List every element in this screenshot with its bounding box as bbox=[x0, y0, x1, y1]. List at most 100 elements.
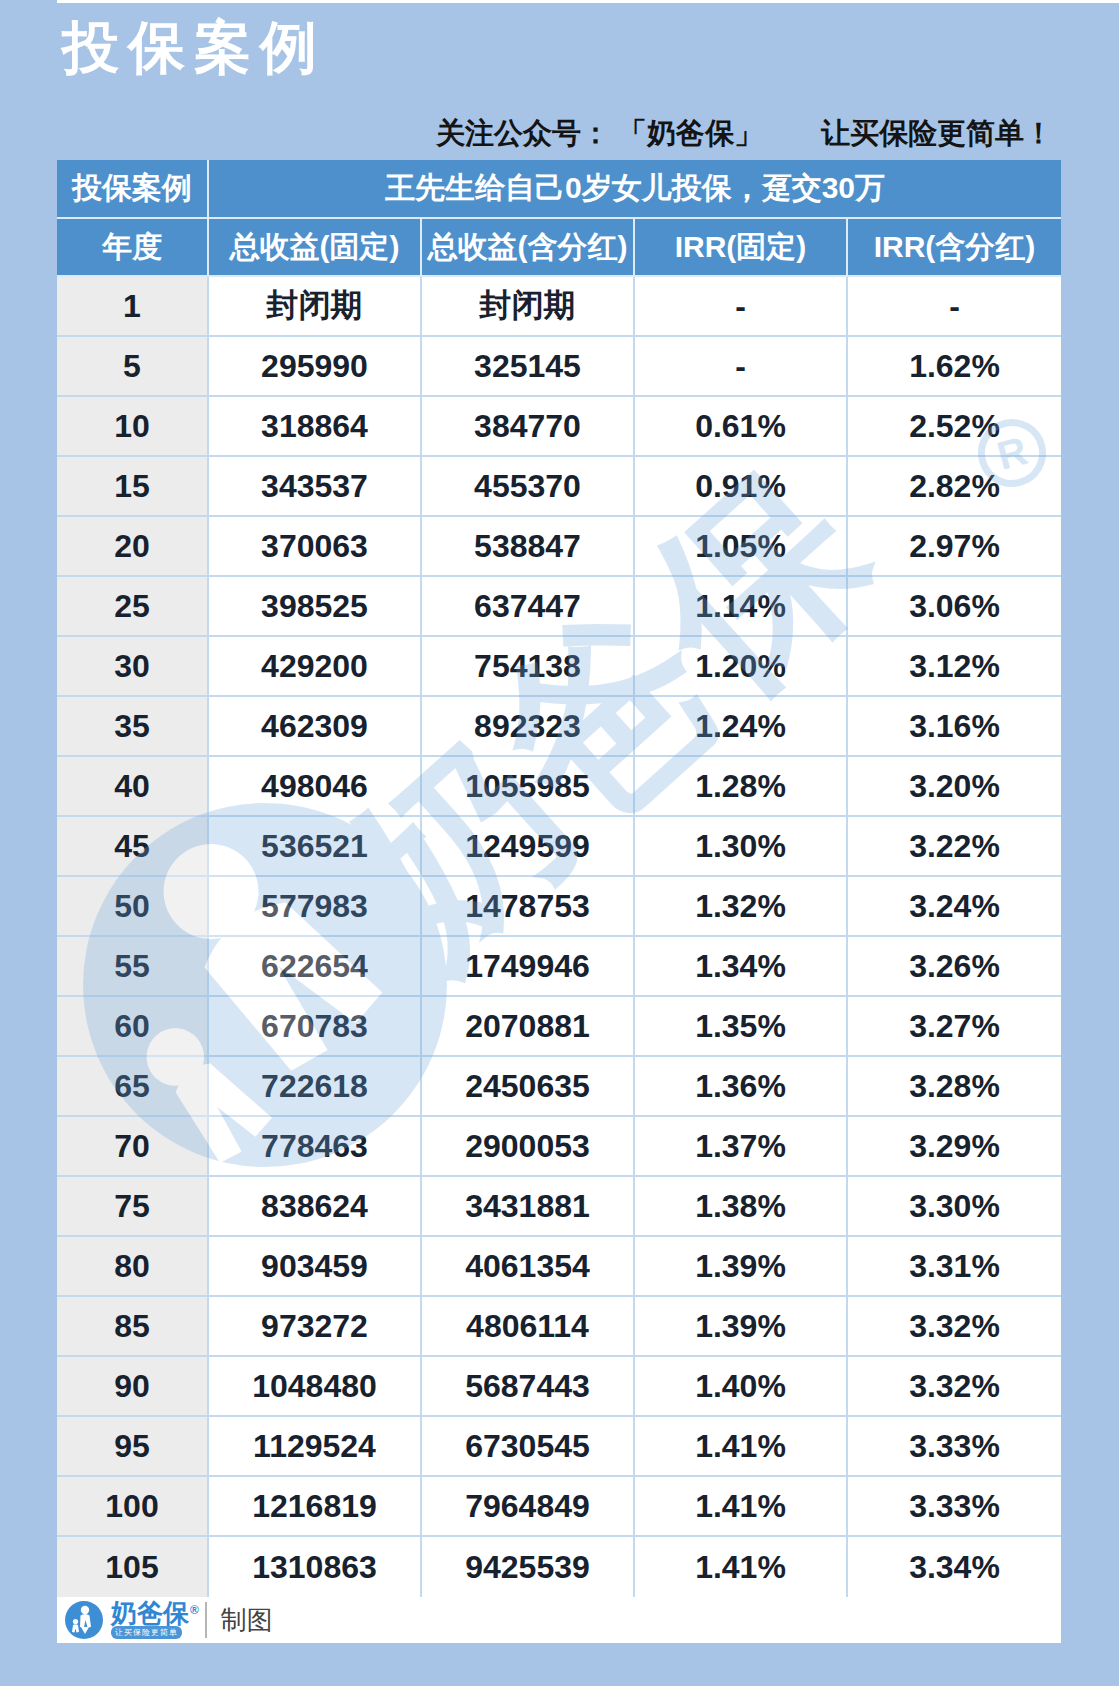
table-row: 103188643847700.61%2.52% bbox=[57, 397, 1061, 457]
value-cell: 3431881 bbox=[422, 1177, 635, 1237]
value-cell: 1.24% bbox=[635, 697, 848, 757]
value-cell: 3.33% bbox=[848, 1477, 1061, 1537]
column-header: IRR(含分红) bbox=[848, 219, 1061, 277]
value-cell: 1310863 bbox=[209, 1537, 422, 1597]
year-cell: 85 bbox=[57, 1297, 209, 1357]
value-cell: 455370 bbox=[422, 457, 635, 517]
year-cell: 65 bbox=[57, 1057, 209, 1117]
value-cell: 754138 bbox=[422, 637, 635, 697]
value-cell: 318864 bbox=[209, 397, 422, 457]
value-cell: 370063 bbox=[209, 517, 422, 577]
value-cell: 3.30% bbox=[848, 1177, 1061, 1237]
year-cell: 30 bbox=[57, 637, 209, 697]
year-cell: 25 bbox=[57, 577, 209, 637]
table-row: 8597327248061141.39%3.32% bbox=[57, 1297, 1061, 1357]
value-cell: 778463 bbox=[209, 1117, 422, 1177]
value-cell: 838624 bbox=[209, 1177, 422, 1237]
value-cell: 1.14% bbox=[635, 577, 848, 637]
value-cell: 0.91% bbox=[635, 457, 848, 517]
table-row: 7583862434318811.38%3.30% bbox=[57, 1177, 1061, 1237]
table-row: 4049804610559851.28%3.20% bbox=[57, 757, 1061, 817]
value-cell: 3.28% bbox=[848, 1057, 1061, 1117]
value-cell: 1.41% bbox=[635, 1537, 848, 1597]
top-strip bbox=[57, 0, 1119, 3]
value-cell: 3.24% bbox=[848, 877, 1061, 937]
table-corner-label: 投保案例 bbox=[57, 160, 209, 219]
table-row: 5562265417499461.34%3.26% bbox=[57, 937, 1061, 997]
table-row: 354623098923231.24%3.16% bbox=[57, 697, 1061, 757]
value-cell: 0.61% bbox=[635, 397, 848, 457]
subtitle: 关注公众号： 「奶爸保」 让买保险更简单！ bbox=[436, 117, 1053, 150]
year-cell: 70 bbox=[57, 1117, 209, 1177]
year-cell: 40 bbox=[57, 757, 209, 817]
year-cell: 100 bbox=[57, 1477, 209, 1537]
year-cell: 5 bbox=[57, 337, 209, 397]
table-row: 105131086394255391.41%3.34% bbox=[57, 1537, 1061, 1597]
value-cell: 9425539 bbox=[422, 1537, 635, 1597]
value-cell: 1.39% bbox=[635, 1237, 848, 1297]
value-cell: 1749946 bbox=[422, 937, 635, 997]
table-body: 1封闭期封闭期--5295990325145-1.62%103188643847… bbox=[57, 277, 1061, 1597]
brand-block: 奶爸保 ® 让买保险更简单 bbox=[111, 1601, 199, 1639]
value-cell: 343537 bbox=[209, 457, 422, 517]
table-case-description: 王先生给自己0岁女儿投保，趸交30万 bbox=[209, 160, 1061, 219]
value-cell: 1.32% bbox=[635, 877, 848, 937]
value-cell: 3.20% bbox=[848, 757, 1061, 817]
value-cell: 2450635 bbox=[422, 1057, 635, 1117]
value-cell: 1.38% bbox=[635, 1177, 848, 1237]
value-cell: 3.33% bbox=[848, 1417, 1061, 1477]
table-row: 4553652112495991.30%3.22% bbox=[57, 817, 1061, 877]
value-cell: 722618 bbox=[209, 1057, 422, 1117]
brand-name: 奶爸保 bbox=[111, 1601, 189, 1625]
value-cell: 5687443 bbox=[422, 1357, 635, 1417]
year-cell: 55 bbox=[57, 937, 209, 997]
value-cell: 1.05% bbox=[635, 517, 848, 577]
value-cell: 1.36% bbox=[635, 1057, 848, 1117]
value-cell: 1.35% bbox=[635, 997, 848, 1057]
credit-label: 制图 bbox=[221, 1603, 273, 1638]
value-cell: 3.31% bbox=[848, 1237, 1061, 1297]
value-cell: 3.06% bbox=[848, 577, 1061, 637]
value-cell: 1.39% bbox=[635, 1297, 848, 1357]
value-cell: 3.12% bbox=[848, 637, 1061, 697]
brand-logo bbox=[65, 1601, 103, 1639]
value-cell: 903459 bbox=[209, 1237, 422, 1297]
value-cell: 325145 bbox=[422, 337, 635, 397]
column-header: 总收益(含分红) bbox=[422, 219, 635, 277]
year-cell: 80 bbox=[57, 1237, 209, 1297]
value-cell: 295990 bbox=[209, 337, 422, 397]
table-row: 8090345940613541.39%3.31% bbox=[57, 1237, 1061, 1297]
year-cell: 35 bbox=[57, 697, 209, 757]
value-cell: 7964849 bbox=[422, 1477, 635, 1537]
table-header-row-1: 投保案例 王先生给自己0岁女儿投保，趸交30万 bbox=[57, 160, 1061, 219]
value-cell: 429200 bbox=[209, 637, 422, 697]
value-cell: 2.82% bbox=[848, 457, 1061, 517]
registered-mark: ® bbox=[190, 1598, 199, 1622]
value-cell: 3.22% bbox=[848, 817, 1061, 877]
value-cell: 2070881 bbox=[422, 997, 635, 1057]
value-cell: 2900053 bbox=[422, 1117, 635, 1177]
value-cell: - bbox=[635, 277, 848, 337]
table-row: 304292007541381.20%3.12% bbox=[57, 637, 1061, 697]
year-cell: 60 bbox=[57, 997, 209, 1057]
value-cell: 1.41% bbox=[635, 1477, 848, 1537]
value-cell: 1216819 bbox=[209, 1477, 422, 1537]
value-cell: 1.20% bbox=[635, 637, 848, 697]
case-table: 投保案例 王先生给自己0岁女儿投保，趸交30万 年度总收益(固定)总收益(含分红… bbox=[57, 160, 1061, 1597]
table-row: 153435374553700.91%2.82% bbox=[57, 457, 1061, 517]
year-cell: 95 bbox=[57, 1417, 209, 1477]
value-cell: 1.34% bbox=[635, 937, 848, 997]
value-cell: 577983 bbox=[209, 877, 422, 937]
table-row: 253985256374471.14%3.06% bbox=[57, 577, 1061, 637]
year-cell: 50 bbox=[57, 877, 209, 937]
table-row: 203700635388471.05%2.97% bbox=[57, 517, 1061, 577]
value-cell: 3.32% bbox=[848, 1297, 1061, 1357]
table-row: 5057798314787531.32%3.24% bbox=[57, 877, 1061, 937]
value-cell: 670783 bbox=[209, 997, 422, 1057]
value-cell: 973272 bbox=[209, 1297, 422, 1357]
value-cell: 4806114 bbox=[422, 1297, 635, 1357]
value-cell: 2.97% bbox=[848, 517, 1061, 577]
column-header: 总收益(固定) bbox=[209, 219, 422, 277]
year-cell: 45 bbox=[57, 817, 209, 877]
value-cell: 2.52% bbox=[848, 397, 1061, 457]
